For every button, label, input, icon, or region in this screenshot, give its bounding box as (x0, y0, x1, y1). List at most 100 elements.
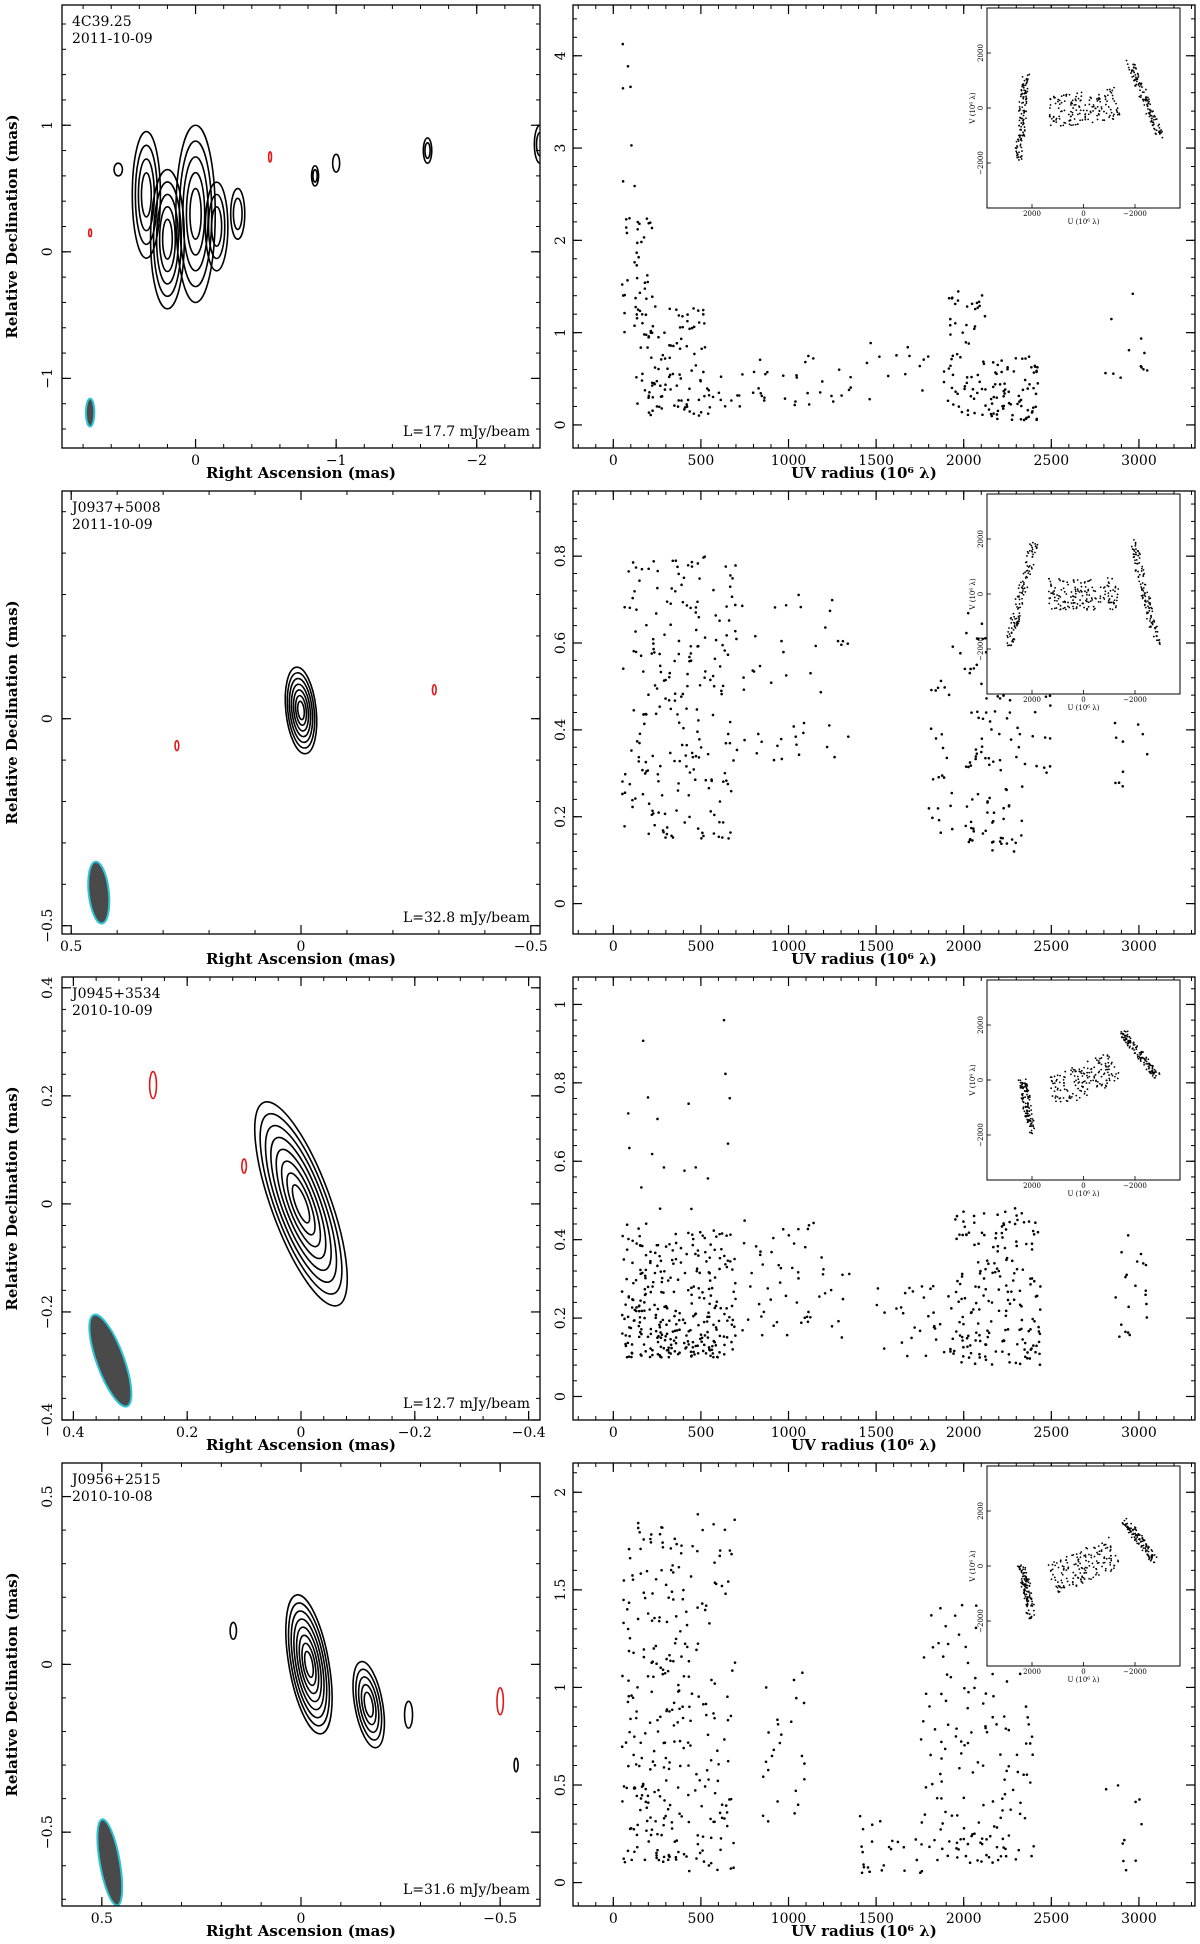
uv-sample (1062, 1568, 1065, 1571)
data-point (931, 777, 935, 781)
uv-sample (1052, 591, 1054, 594)
uv-sample (1022, 121, 1025, 124)
data-point (973, 325, 977, 328)
data-point (712, 1339, 716, 1343)
uv-sample (1093, 1546, 1095, 1549)
uv-sample (1126, 1528, 1129, 1531)
uv-sample (1134, 559, 1136, 562)
uv-sample (1107, 1536, 1110, 1539)
data-point (952, 1349, 956, 1353)
y-tick-label: 0.4 (553, 1228, 569, 1250)
data-point (967, 342, 971, 345)
uv-sample (1123, 1523, 1126, 1526)
data-point (677, 1850, 680, 1854)
data-point (841, 639, 845, 643)
data-point (1000, 1231, 1004, 1235)
data-point (667, 375, 671, 379)
data-point (776, 1718, 779, 1722)
data-point (950, 827, 954, 831)
data-point (980, 622, 984, 626)
data-point (763, 396, 766, 399)
data-point (937, 1641, 940, 1645)
data-point (638, 222, 641, 226)
data-point (715, 1235, 718, 1238)
data-point (1007, 1728, 1011, 1732)
uv-sample (1020, 1578, 1023, 1580)
data-point (903, 1291, 907, 1295)
uv-sample (1106, 1054, 1109, 1057)
inset-y-tick-label: −2000 (977, 151, 985, 175)
uv-sample (1059, 595, 1062, 598)
data-point (928, 1705, 931, 1708)
data-point (659, 358, 663, 361)
data-point (903, 372, 907, 376)
uv-sample (1051, 1568, 1054, 1571)
data-point (663, 633, 666, 636)
data-point (1010, 838, 1014, 841)
uv-sample (1024, 1595, 1027, 1598)
data-point (704, 1702, 708, 1706)
uv-sample (1147, 607, 1150, 609)
data-point (999, 1816, 1002, 1820)
data-point (682, 1746, 685, 1750)
uv-sample (1030, 544, 1033, 547)
data-point (982, 1294, 985, 1297)
data-point (944, 1810, 947, 1814)
uv-sample (1093, 1076, 1096, 1079)
data-point (621, 1800, 624, 1803)
uv-sample (1102, 1561, 1105, 1564)
data-point (659, 1666, 662, 1670)
uv-sample (1104, 1569, 1107, 1572)
data-point (651, 637, 655, 641)
uv-sample (1100, 1075, 1103, 1078)
data-point (686, 1741, 690, 1744)
uv-sample (1032, 1124, 1034, 1127)
data-point (700, 1336, 704, 1340)
uv-sample (1065, 593, 1068, 595)
data-point (653, 1251, 657, 1255)
data-point (679, 337, 683, 341)
inset-x-tick-label: 2000 (1023, 1182, 1041, 1190)
data-point (686, 672, 689, 676)
uv-sample (1023, 79, 1026, 82)
data-point (700, 1340, 703, 1344)
data-point (692, 325, 696, 329)
data-point (731, 1348, 734, 1351)
uv-sample (1031, 551, 1034, 553)
uv-sample (1058, 115, 1061, 118)
data-point (963, 1296, 967, 1300)
data-point (980, 387, 984, 391)
data-point (646, 280, 650, 284)
data-point (829, 1288, 833, 1292)
uv-sample (1069, 1073, 1072, 1076)
uv-sample (1096, 114, 1098, 117)
data-point (699, 1333, 703, 1336)
uv-sample (1132, 1529, 1134, 1532)
uv-sample (1015, 140, 1018, 143)
data-point (931, 1645, 935, 1649)
data-point (1007, 390, 1011, 394)
inset-frame (986, 1465, 1181, 1667)
uv-sample (1088, 594, 1091, 596)
data-point (1035, 1344, 1038, 1348)
data-point (622, 1598, 625, 1602)
data-point (633, 1786, 636, 1789)
data-point (691, 1340, 695, 1344)
data-point (637, 1304, 641, 1308)
uv-sample (1033, 1127, 1036, 1130)
data-point (730, 399, 733, 402)
data-point (998, 383, 1002, 386)
uv-sample (1013, 638, 1016, 641)
observation-date: 2010-10-09 (72, 1003, 153, 1019)
data-point (949, 333, 952, 336)
data-point (1029, 1277, 1032, 1280)
data-point (649, 413, 653, 417)
y-tick-label: 0 (553, 1878, 569, 1887)
uv-sample (1075, 99, 1077, 102)
uv-sample (1074, 1069, 1076, 1071)
data-point (1134, 1800, 1137, 1804)
data-point (644, 313, 648, 317)
data-point (640, 240, 643, 244)
uv-sample (1022, 1107, 1025, 1110)
uv-sample (1155, 1556, 1158, 1559)
